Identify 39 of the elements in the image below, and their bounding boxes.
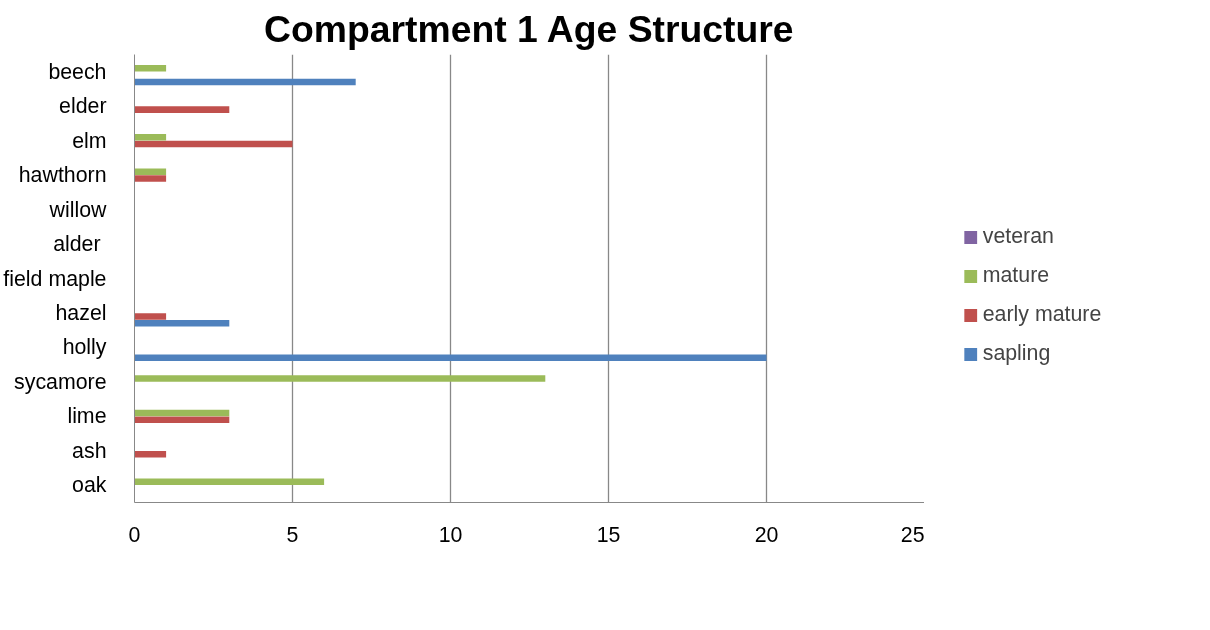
x-tick-label: 5 [286,522,299,547]
y-tick-label: holly [62,335,107,360]
bar [134,320,230,327]
bar [134,78,356,86]
bar [134,140,293,148]
bar [134,313,167,320]
y-tick-label: sycamore [14,369,107,394]
bar [134,478,325,486]
y-tick-label: willow [48,197,108,222]
bar [134,450,167,458]
x-tick-label: 20 [754,522,779,547]
bar [134,409,230,417]
y-tick-label: hazel [55,300,107,325]
legend-label: sapling [982,341,1051,366]
y-tick-label: elder [59,94,107,119]
legend-label: mature [982,263,1050,288]
bar [134,375,546,382]
y-tick-label: alder [53,232,101,257]
x-tick-label: 15 [596,522,621,547]
bar [134,133,167,141]
bar [134,65,167,72]
y-tick-label: hawthorn [18,163,107,188]
chart-title: Compartment 1 Age Structure [264,7,794,50]
y-tick-label: field maple [3,266,107,291]
bar [134,354,767,362]
x-tick-label: 25 [900,522,925,547]
x-tick-label: 10 [438,522,463,547]
bar [134,106,230,113]
bar [134,416,230,424]
bar [134,168,167,175]
y-tick-label: ash [72,438,107,463]
y-tick-label: oak [72,473,107,498]
bar [134,175,167,182]
legend-label: early mature [982,302,1102,327]
x-tick-label: 0 [128,522,141,547]
y-tick-label: lime [67,404,107,429]
legend-label: veteran [982,224,1054,249]
y-tick-label: elm [72,128,107,153]
y-tick-label: beech [48,59,107,84]
